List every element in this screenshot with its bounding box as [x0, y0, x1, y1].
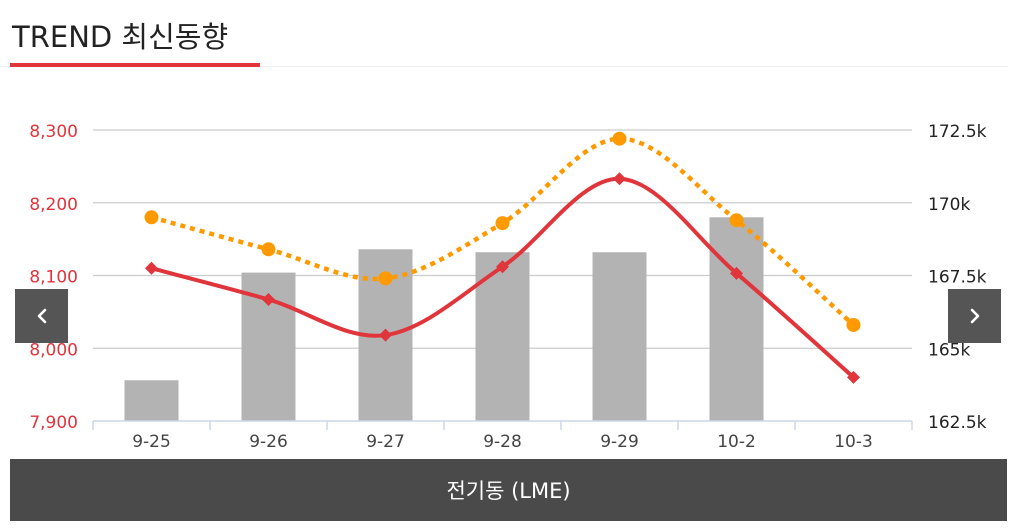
series-point-diamond: [613, 172, 626, 186]
x-tick-label: 9-28: [483, 432, 522, 452]
title-underline: [10, 63, 260, 67]
footer-title-bar: 전기동 (LME): [10, 459, 1007, 521]
x-tick-label: 9-25: [132, 432, 171, 452]
bar: [592, 252, 647, 421]
y-right-tick-label: 170k: [928, 195, 970, 215]
series-point-circle: [612, 131, 627, 146]
footer-label: 전기동 (LME): [446, 479, 571, 503]
series-point-circle: [261, 242, 276, 257]
y-left-tick-label: 8,300: [29, 122, 78, 142]
y-left-tick-label: 8,100: [29, 268, 78, 288]
series-point-circle: [144, 210, 159, 225]
y-right-tick-label: 172.5k: [928, 122, 987, 142]
x-tick-label: 9-26: [249, 432, 288, 452]
series-point-diamond: [145, 261, 158, 275]
series-point-diamond: [262, 293, 275, 307]
y-left-tick-label: 8,200: [29, 195, 78, 215]
bar: [475, 252, 530, 421]
prev-button[interactable]: [15, 289, 68, 343]
y-right-tick-label: 162.5k: [928, 413, 987, 433]
y-left-tick-label: 8,000: [29, 340, 78, 360]
x-tick-label: 10-3: [834, 432, 873, 452]
trend-chart: 7,900 162.5k 8,000 165k 8,100 167.5k 8,200 170k…: [29, 122, 987, 452]
series-point-diamond: [730, 266, 743, 280]
series-point-circle: [846, 317, 861, 332]
bar: [709, 217, 764, 421]
page-title: TREND 최신동향: [12, 20, 229, 54]
y-left-tick-label: 7,900: [29, 413, 78, 433]
next-button[interactable]: [948, 289, 1001, 343]
series-point-circle: [495, 216, 510, 231]
x-tick-label: 9-29: [600, 432, 639, 452]
series-point-diamond: [379, 328, 392, 342]
series-point-circle: [378, 271, 393, 286]
chevron-left-icon: [37, 308, 46, 324]
series-point-diamond: [847, 370, 860, 384]
series-point-diamond: [496, 260, 509, 274]
x-tick-label: 10-2: [717, 432, 756, 452]
chevron-right-icon: [970, 308, 979, 324]
y-right-tick-label: 167.5k: [928, 268, 987, 288]
header: TREND 최신동향: [0, 0, 1008, 67]
y-right-tick-label: 165k: [928, 340, 970, 360]
x-tick-label: 9-27: [366, 432, 405, 452]
series-point-circle: [729, 213, 744, 228]
bar: [124, 380, 179, 421]
